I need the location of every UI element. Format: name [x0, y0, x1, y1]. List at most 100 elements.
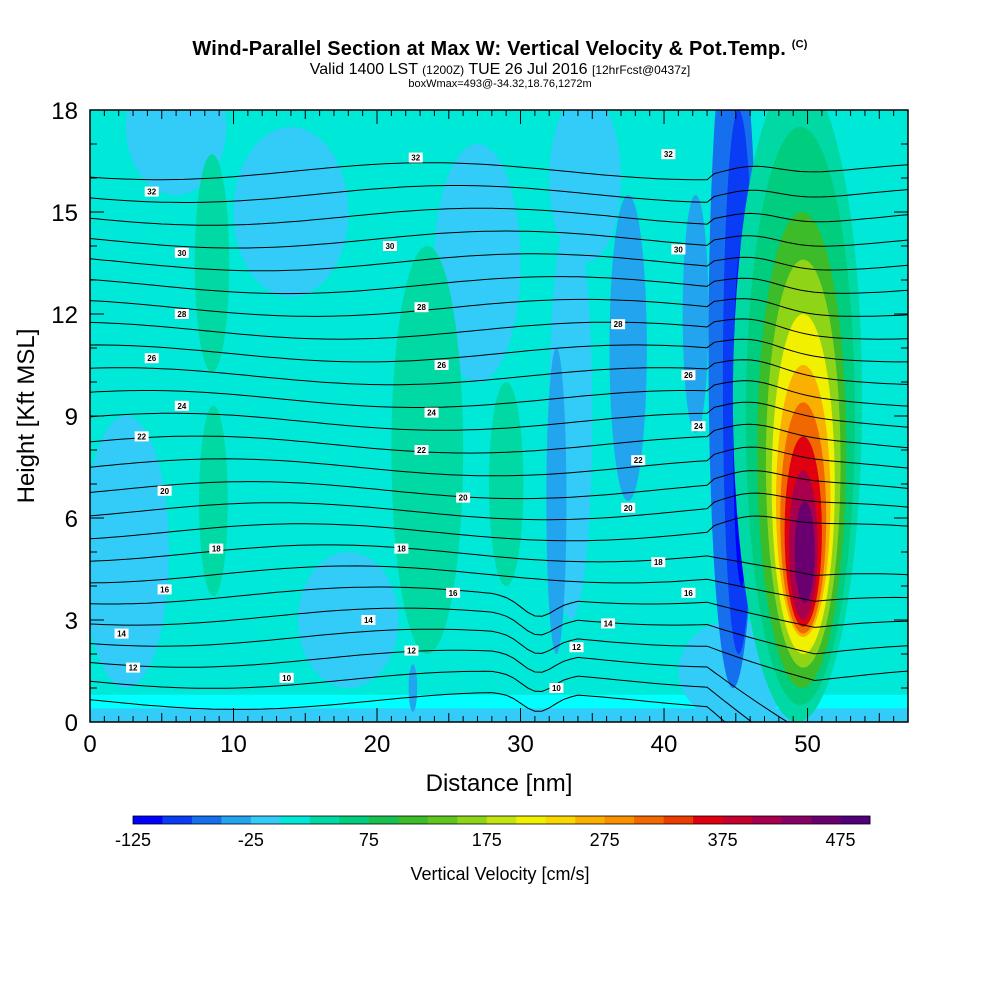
contour-label-bg [157, 485, 172, 496]
field-region-weak-down [434, 144, 521, 382]
theta-contour-11 [90, 670, 753, 722]
contour-label-bg [126, 662, 141, 673]
contour-label-bg [456, 492, 471, 503]
contour-label-bg [174, 247, 189, 258]
contour-label-bg [611, 319, 626, 330]
theta-contour-30 [90, 253, 908, 272]
velocity-field [90, 110, 908, 722]
colorbar-swatch [604, 816, 635, 824]
colorbar-swatch [722, 816, 753, 824]
theta-contours [90, 162, 908, 722]
theta-contour-17 [90, 544, 908, 577]
x-axis-label: Distance [nm] [426, 770, 573, 797]
contour-label: 18 [654, 558, 663, 567]
contour-label-bg [174, 309, 189, 319]
colorbar-tick-label: 475 [825, 830, 855, 850]
contour-label: 12 [572, 643, 581, 652]
colorbar-swatch [781, 816, 812, 824]
y-axis: 0 3 6 9 12 15 18 [51, 98, 908, 737]
theta-contour-19 [90, 492, 908, 521]
y-tick-label: 12 [51, 302, 78, 329]
contour-label-bg [408, 152, 423, 163]
theta-contour-13 [90, 628, 908, 682]
colorbar-swatch [840, 816, 871, 824]
colorbar-frame [132, 815, 871, 825]
contour-label: 22 [634, 456, 643, 465]
contour-label: 18 [212, 545, 221, 554]
field-region-updraft-9 [794, 501, 815, 603]
colorbar-tick-label: 175 [472, 830, 502, 850]
contour-label-bg [209, 543, 224, 554]
contour-labels: 32 32 32 30 30 30 28 28 28 26 26 26 24 24 24 22 22 22 20 20… [114, 149, 706, 693]
contour-label-bg [414, 445, 429, 455]
contour-label: 24 [694, 422, 703, 431]
colorbar-swatch [133, 816, 163, 824]
theta-contour-15 [90, 586, 908, 628]
field-region-down [546, 348, 567, 654]
theta-contour-25 [90, 359, 908, 386]
x-tick-label: 10 [220, 731, 247, 758]
contour-label: 14 [604, 619, 613, 628]
contour-label-bg [661, 149, 676, 160]
y-tick-label: 9 [65, 404, 78, 431]
contour-label-bg [424, 407, 439, 418]
colorbar-swatch [693, 816, 723, 824]
contour-label-bg [549, 683, 564, 693]
theta-contour-23 [90, 401, 908, 431]
contour-label: 26 [147, 354, 156, 363]
contour-label: 16 [684, 589, 693, 598]
contour-label: 10 [552, 684, 561, 693]
contour-label-bg [414, 302, 429, 313]
theta-contour-12 [90, 649, 789, 722]
field-region-weak-down [233, 127, 349, 297]
contour-label-bg [621, 502, 636, 513]
field-region-weak-down [125, 110, 227, 195]
contour-label-bg [569, 642, 584, 653]
colorbar-swatch [752, 816, 782, 824]
colorbar-swatch [634, 816, 665, 824]
contour-label: 20 [624, 504, 633, 513]
theta-contour-14 [90, 607, 908, 655]
contour-label: 10 [282, 674, 291, 683]
colorbar-swatch [486, 816, 517, 824]
contour-label-bg [157, 584, 172, 595]
x-axis: 0 10 20 30 40 50 [83, 110, 909, 758]
theta-contour-21 [90, 446, 908, 477]
field-region-down [682, 195, 709, 433]
y-tick-label: 15 [51, 200, 78, 227]
contour-label: 32 [664, 150, 673, 159]
colorbar-swatch [427, 816, 458, 824]
x-tick-label: 50 [794, 731, 821, 758]
theta-contour-31 [90, 230, 908, 249]
colorbar-swatch [811, 816, 841, 824]
contour-label-bg [681, 370, 696, 381]
contour-label-bg [446, 587, 461, 598]
contour-label-bg [601, 618, 616, 629]
colorbar-swatch [191, 816, 222, 824]
field-region-down [408, 664, 418, 712]
contour-label-bg [404, 645, 419, 656]
contour-label-bg [651, 557, 666, 568]
x-tick-label: 0 [83, 731, 96, 758]
y-tick-label: 3 [65, 608, 78, 635]
field-region-weak-down [298, 552, 399, 688]
theta-contour-34 [90, 162, 908, 181]
contour-label: 26 [684, 371, 693, 380]
colorbar-swatch [457, 816, 488, 824]
theta-contour-22 [90, 423, 908, 454]
y-tick-label: 6 [65, 506, 78, 533]
colorbar-tick-label: -25 [238, 830, 264, 850]
contour-label: 30 [385, 242, 394, 251]
contour-label: 30 [674, 245, 683, 254]
contour-label-bg [631, 455, 646, 466]
x-tick-label: 20 [364, 731, 391, 758]
colorbar: -125 -25 75 175 275 375 475 [115, 815, 871, 850]
field-region-down [609, 195, 647, 501]
colorbar-swatch [575, 816, 606, 824]
contour-label: 20 [160, 487, 169, 496]
colorbar-swatch [339, 816, 370, 824]
theta-contour-33 [90, 185, 908, 203]
colorbar-swatch [398, 816, 429, 824]
theta-contour-16 [90, 565, 908, 602]
